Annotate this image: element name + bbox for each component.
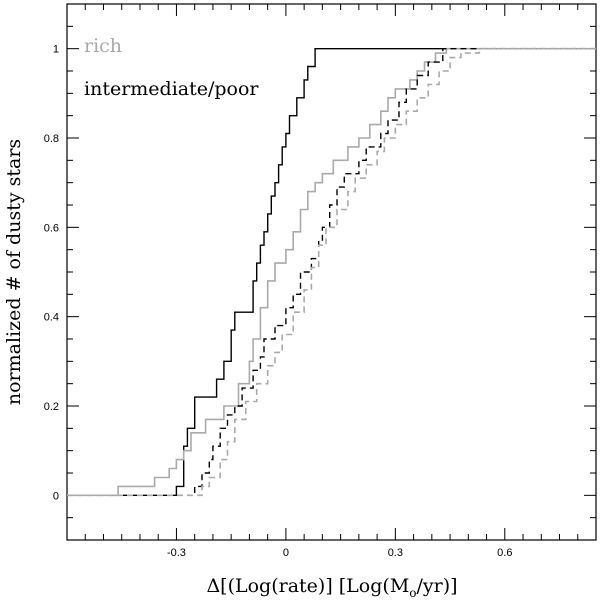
series-rich-solid <box>67 47 596 497</box>
x-axis-label: Δ[(Log(rate)] [Log(Mo/yr)] <box>206 575 457 600</box>
y-tick-label: 0 <box>53 490 59 502</box>
legend-label-intermediate-poor: intermediate/poor <box>84 78 259 100</box>
x-axis-label-unit: /yr)] <box>417 575 458 597</box>
x-tick-label: 0 <box>283 547 289 559</box>
y-tick-label: 0.4 <box>44 312 59 324</box>
y-tick-label: 0.8 <box>44 133 59 145</box>
x-tick-label: 0.3 <box>388 547 403 559</box>
data-series <box>67 47 596 497</box>
y-tick-label: 1 <box>53 44 59 56</box>
series-intermediate-poor-dashed <box>67 48 596 496</box>
x-axis-label-subscript: o <box>409 586 416 600</box>
x-axis-label-main: Δ[(Log(rate)] [Log(M <box>206 575 409 597</box>
y-tick-label: 0.6 <box>44 222 59 234</box>
series-rich-dashed <box>67 47 596 497</box>
x-tick-label: 0.6 <box>497 547 512 559</box>
series-intermediate-poor-solid <box>67 48 596 496</box>
axis-ticks: -0.3 0 0.3 0.6 0 0.2 0.4 0.6 0.8 1 <box>44 3 597 559</box>
y-axis-label: normalized # of dusty stars <box>3 139 25 405</box>
legend-label-rich: rich <box>84 35 122 57</box>
x-tick-label: -0.3 <box>167 547 186 559</box>
y-tick-label: 0.2 <box>44 401 59 413</box>
